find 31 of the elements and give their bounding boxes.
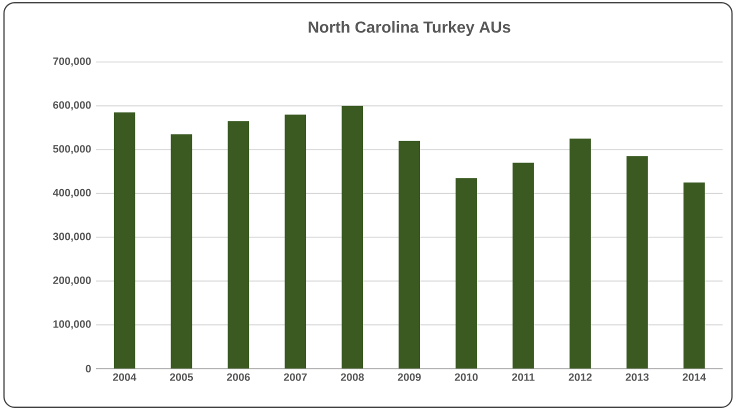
y-tick-label: 600,000: [53, 101, 91, 110]
y-tick-label: 700,000: [53, 57, 91, 67]
y-tick-label: 200,000: [53, 276, 91, 286]
y-tick-label: 400,000: [52, 188, 91, 198]
x-tick-label: 2014: [682, 373, 706, 381]
x-tick-label: 2004: [113, 373, 136, 381]
bar: [170, 134, 192, 369]
bar: [512, 162, 534, 369]
y-tick-label: 500,000: [53, 145, 91, 154]
bar: [398, 140, 420, 369]
x-tick-label: 2007: [284, 373, 307, 381]
y-tick-label: 0: [86, 364, 91, 372]
bar: [456, 178, 477, 369]
bar: [284, 114, 306, 369]
x-tick-label: 2006: [226, 373, 250, 381]
x-tick-label: 2013: [626, 373, 649, 381]
x-tick-label: 2010: [454, 373, 478, 381]
y-tick-label: 100,000: [53, 320, 91, 330]
bar: [684, 182, 705, 369]
bar: [342, 106, 364, 369]
x-tick-label: 2011: [512, 373, 535, 381]
x-tick-label: 2012: [568, 373, 592, 381]
x-tick-label: 2009: [398, 373, 421, 381]
bar: [114, 112, 136, 369]
x-tick-label: 2005: [170, 373, 194, 381]
bar: [626, 156, 648, 369]
y-tick-label: 300,000: [52, 232, 91, 242]
x-tick-label: 2008: [340, 373, 364, 381]
bar: [228, 121, 250, 369]
bar: [570, 138, 591, 369]
chart-title: North Carolina Turkey AUs: [308, 21, 510, 36]
